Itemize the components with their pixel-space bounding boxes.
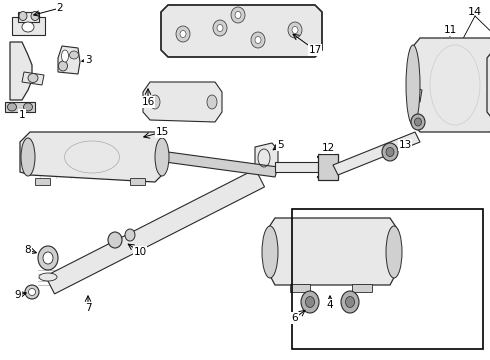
Ellipse shape <box>28 73 38 82</box>
Ellipse shape <box>58 61 68 71</box>
Text: 1: 1 <box>19 110 25 120</box>
Text: 16: 16 <box>142 97 155 107</box>
Ellipse shape <box>386 226 402 278</box>
Polygon shape <box>22 72 44 85</box>
Ellipse shape <box>28 288 35 296</box>
Ellipse shape <box>217 24 223 32</box>
Polygon shape <box>58 46 80 74</box>
Text: 5: 5 <box>277 140 283 150</box>
Ellipse shape <box>7 103 17 111</box>
Ellipse shape <box>21 138 35 176</box>
Text: 7: 7 <box>85 303 91 313</box>
Polygon shape <box>275 162 320 172</box>
Polygon shape <box>410 38 490 132</box>
Ellipse shape <box>25 285 39 299</box>
Ellipse shape <box>70 51 78 59</box>
Ellipse shape <box>255 36 261 44</box>
Ellipse shape <box>38 246 58 270</box>
Text: 13: 13 <box>398 140 412 150</box>
Ellipse shape <box>19 12 27 21</box>
Polygon shape <box>143 82 222 122</box>
Polygon shape <box>12 17 45 35</box>
Polygon shape <box>20 132 165 182</box>
Ellipse shape <box>251 32 265 48</box>
Ellipse shape <box>288 22 302 38</box>
Ellipse shape <box>386 148 394 157</box>
Ellipse shape <box>262 226 278 278</box>
Ellipse shape <box>108 232 122 248</box>
Polygon shape <box>10 42 32 100</box>
Polygon shape <box>130 178 145 185</box>
Polygon shape <box>5 102 35 112</box>
Ellipse shape <box>305 297 315 307</box>
Ellipse shape <box>125 229 135 241</box>
Polygon shape <box>35 178 50 185</box>
Bar <box>292 209 483 349</box>
Ellipse shape <box>150 95 160 109</box>
Ellipse shape <box>43 252 53 264</box>
Ellipse shape <box>180 31 186 37</box>
Polygon shape <box>487 48 490 122</box>
Text: 8: 8 <box>24 245 31 255</box>
Polygon shape <box>165 152 278 177</box>
Polygon shape <box>46 169 265 294</box>
Polygon shape <box>290 284 310 292</box>
Ellipse shape <box>22 22 34 32</box>
Text: 11: 11 <box>443 25 457 35</box>
Ellipse shape <box>24 103 32 111</box>
Ellipse shape <box>62 50 69 62</box>
Ellipse shape <box>411 114 425 130</box>
Text: 14: 14 <box>468 7 482 17</box>
Ellipse shape <box>341 291 359 313</box>
Polygon shape <box>18 12 39 22</box>
Ellipse shape <box>31 12 39 21</box>
Text: 9: 9 <box>15 290 21 300</box>
Polygon shape <box>408 86 422 102</box>
Ellipse shape <box>292 27 298 33</box>
Text: 12: 12 <box>321 143 335 153</box>
Polygon shape <box>255 143 278 172</box>
Text: 6: 6 <box>292 313 298 323</box>
Ellipse shape <box>415 118 421 126</box>
Ellipse shape <box>406 45 420 125</box>
Text: 4: 4 <box>327 300 333 310</box>
Ellipse shape <box>213 20 227 36</box>
Polygon shape <box>333 132 420 175</box>
Polygon shape <box>267 218 398 285</box>
Polygon shape <box>161 5 322 57</box>
Ellipse shape <box>235 12 241 18</box>
Text: 17: 17 <box>308 45 321 55</box>
Polygon shape <box>352 284 372 292</box>
Ellipse shape <box>345 297 354 307</box>
Ellipse shape <box>39 273 57 281</box>
Ellipse shape <box>231 7 245 23</box>
Text: 2: 2 <box>57 3 63 13</box>
Polygon shape <box>318 154 338 180</box>
Ellipse shape <box>207 95 217 109</box>
Text: 15: 15 <box>155 127 169 137</box>
Ellipse shape <box>155 138 169 176</box>
Ellipse shape <box>301 291 319 313</box>
Ellipse shape <box>382 143 398 161</box>
Ellipse shape <box>176 26 190 42</box>
Text: 3: 3 <box>85 55 91 65</box>
Text: 10: 10 <box>133 247 147 257</box>
